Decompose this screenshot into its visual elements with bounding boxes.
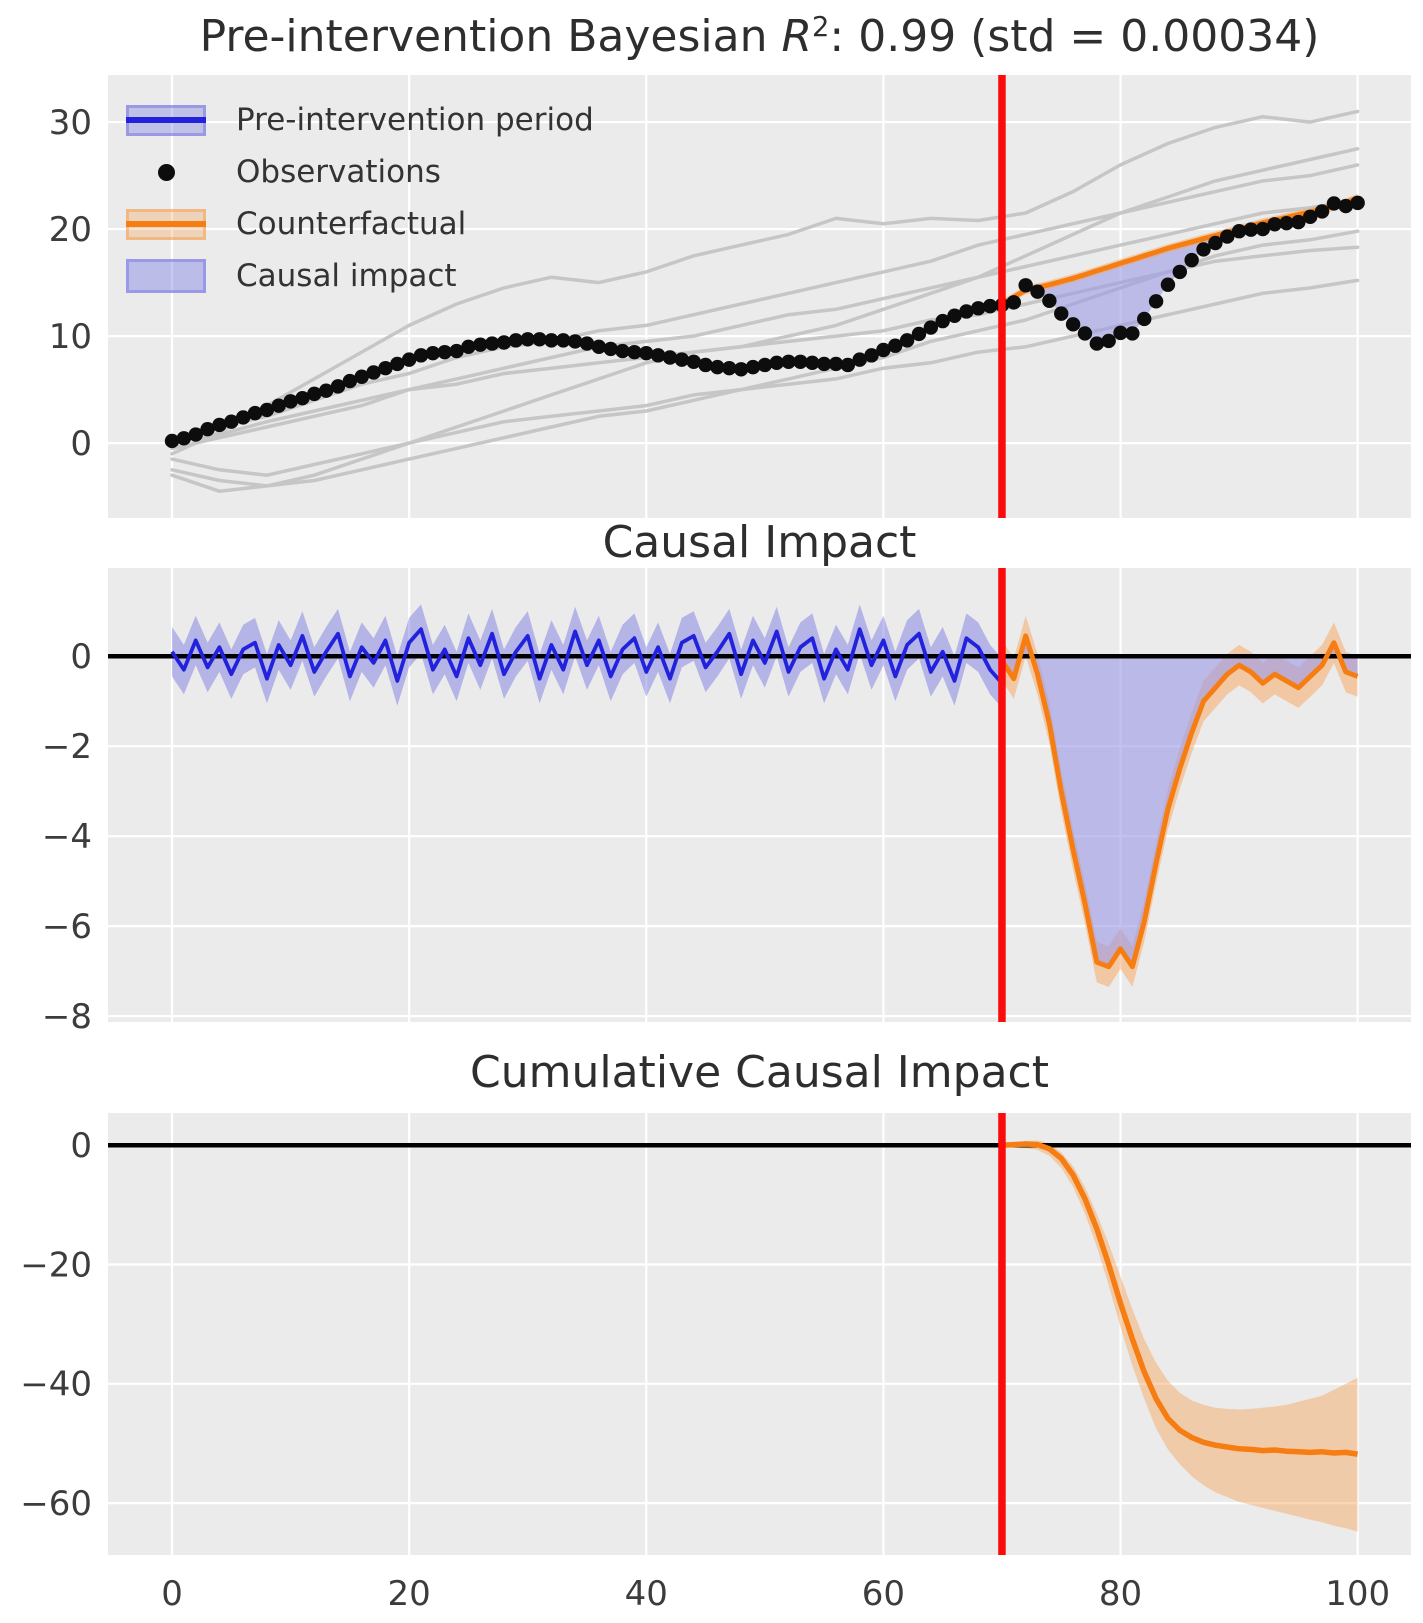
control-series-line: [170, 147, 1360, 488]
legend-label: Pre-intervention period: [236, 102, 594, 138]
x-tick-label: 80: [1099, 1574, 1142, 1614]
band-line-blue-swatch-icon: [126, 103, 206, 137]
y-tick-label: −2: [42, 727, 92, 767]
y-tick-label: −4: [42, 817, 92, 857]
legend-label: Counterfactual: [236, 206, 467, 242]
panel-causal-impact: 0 −2 −4 −6 −8: [42, 568, 1411, 1037]
legend-label: Causal impact: [236, 258, 457, 294]
counterfactual-line: [1000, 195, 1359, 307]
control-series-line: [170, 278, 1360, 477]
legend: Pre-intervention period Observations Cou…: [126, 94, 594, 302]
cumulative-impact-band: [1002, 1140, 1358, 1532]
cumulative-impact-line: [1001, 1141, 1359, 1457]
x-tick-label: 0: [161, 1574, 183, 1614]
y-tick-label: −20: [20, 1245, 92, 1285]
panel-cumulative-causal-impact: 0 −20 −40 −60 0 20 40 60 80 100: [20, 1113, 1411, 1614]
x-tick-label: 40: [625, 1574, 668, 1614]
y-tick-label: 0: [70, 1126, 92, 1166]
panel1-title: Pre-intervention Bayesian R2: 0.99 (std …: [108, 11, 1411, 63]
black-dot-swatch-icon: [126, 155, 206, 189]
y-tick-label: 0: [70, 424, 92, 464]
tick-labels: 0 10 20 30: [49, 103, 92, 464]
y-tick-label: 20: [49, 210, 92, 250]
legend-item-causal-impact: Causal impact: [126, 250, 594, 302]
y-tick-label: 0: [70, 637, 92, 677]
control-series-line: [170, 198, 1360, 451]
purple-patch-swatch-icon: [126, 259, 206, 293]
legend-label: Observations: [236, 154, 441, 190]
panel-pre-intervention-fit: 0 10 20 30: [49, 75, 1411, 518]
post-impact-line: [999, 633, 1359, 970]
panel1-title-prefix: Pre-intervention Bayesian: [199, 11, 782, 62]
axes-background: [108, 1113, 1411, 1555]
legend-item-counterfactual: Counterfactual: [126, 198, 594, 250]
legend-item-pre-intervention-period: Pre-intervention period: [126, 94, 594, 146]
y-tick-label: −6: [42, 907, 92, 947]
legend-item-observations: Observations: [126, 146, 594, 198]
y-tick-label: 30: [49, 103, 92, 143]
panel1-title-r-symbol: R: [781, 11, 813, 62]
tick-labels: 0 −20 −40 −60 0 20 40 60 80 100: [20, 1126, 1390, 1614]
panel3-title: Cumulative Causal Impact: [470, 1047, 1049, 1098]
panel1-title-rest: : 0.99 (std = 0.00034): [829, 11, 1320, 62]
panel1-title-exponent: 2: [812, 12, 830, 43]
axes-background: [108, 568, 1411, 1022]
panel2-title: Causal Impact: [602, 517, 917, 568]
x-tick-label: 100: [1325, 1574, 1390, 1614]
control-series-line: [170, 109, 1360, 456]
control-series-line: [170, 163, 1360, 442]
x-tick-label: 20: [388, 1574, 431, 1614]
x-tick-label: 60: [862, 1574, 905, 1614]
y-tick-label: −60: [20, 1484, 92, 1524]
band-line-orange-swatch-icon: [126, 207, 206, 241]
pre-impact-line: [170, 627, 1004, 685]
y-tick-label: −40: [20, 1365, 92, 1405]
post-impact-band: [1002, 615, 1358, 987]
y-tick-label: 10: [49, 317, 92, 357]
y-tick-label: −8: [42, 997, 92, 1037]
tick-labels: 0 −2 −4 −6 −8: [42, 637, 92, 1037]
causal-impact-fill: [1002, 635, 1358, 967]
